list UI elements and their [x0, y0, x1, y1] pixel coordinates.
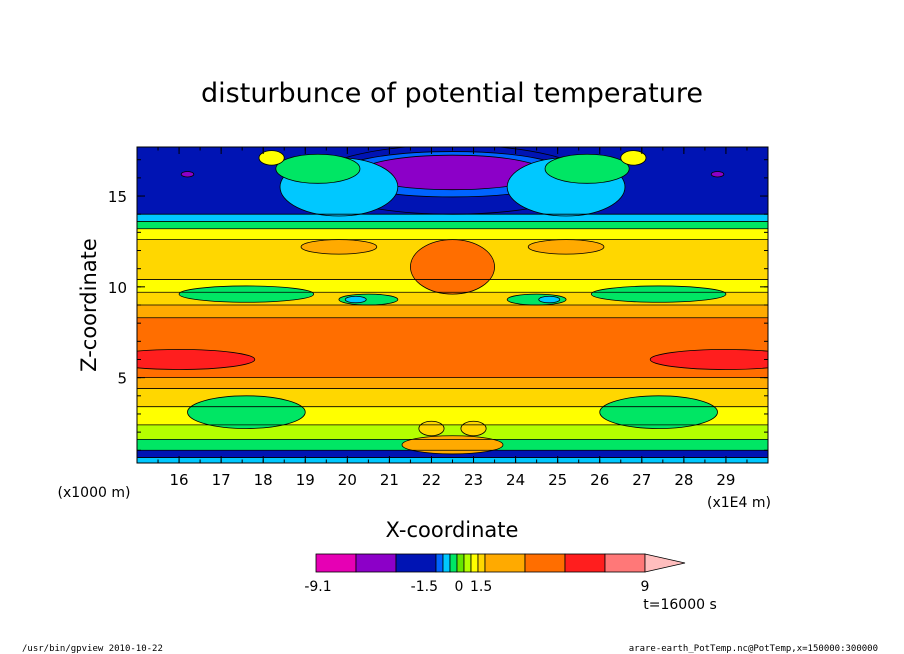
band-13: [137, 221, 768, 229]
colorbar-tick-label: -9.1: [304, 579, 331, 595]
x-tick-label: 24: [506, 471, 525, 489]
band-12: [137, 228, 768, 240]
contour-feature-16: [590, 285, 727, 303]
x-tick-label: 18: [254, 471, 273, 489]
time-label: t=16000 s: [643, 597, 717, 613]
contour-feature-11: [710, 171, 725, 178]
contour-feature-27: [460, 420, 487, 437]
contour-lines: [137, 213, 768, 463]
x-tick-label: 23: [464, 471, 483, 489]
contour-feature-14: [527, 239, 605, 255]
x-axis-ticks: 16 17 18 19 20 21 22 23 24 25 26 27 28 29: [136, 147, 769, 489]
colorbar-swatch-8: [470, 553, 479, 573]
x-tick-label: 20: [338, 471, 357, 489]
band-3: [137, 424, 768, 440]
contour-feature-24: [599, 395, 718, 429]
contour-feature-9: [620, 150, 647, 166]
colorbar-swatch-13: [604, 553, 646, 573]
colorbar-tick-label: 9: [641, 579, 650, 595]
colorbar-swatch-11: [524, 553, 566, 573]
footer-left: /usr/bin/gpview 2010-10-22: [22, 644, 163, 654]
colorbar-arrow: [644, 553, 686, 573]
colorbar-swatch-7: [463, 553, 472, 573]
y-tick-label: 10: [108, 279, 127, 297]
colorbar-swatch-6: [456, 553, 465, 573]
x-tick-label: 26: [590, 471, 609, 489]
x-tick-label: 27: [632, 471, 651, 489]
y-axis-label: Z-coordinate: [77, 238, 101, 372]
x-axis-label: X-coordinate: [386, 518, 519, 542]
contour-feature-13: [300, 239, 378, 255]
y-axis-ticks: 5 10 15: [108, 159, 768, 451]
colorbar-swatch-2: [395, 553, 437, 573]
contour-feature-7: [544, 153, 630, 184]
contour-feature-10: [180, 171, 195, 178]
band-5: [137, 388, 768, 407]
x-tick-label: 29: [716, 471, 735, 489]
x-tick-label: 19: [296, 471, 315, 489]
y-tick-label: 5: [117, 370, 127, 388]
x-tick-label: 16: [170, 471, 189, 489]
band-14: [137, 214, 768, 222]
contour-feature-21: [137, 349, 256, 370]
y-tick-label: 15: [108, 188, 127, 206]
colorbar-tick-label: 1.5: [470, 579, 492, 595]
colorbar-swatch-10: [484, 553, 526, 573]
contour-feature-12: [410, 239, 495, 295]
y-unit-label: (x1000 m): [58, 485, 131, 501]
contour-feature-20: [538, 295, 561, 304]
x-tick-label: 17: [212, 471, 231, 489]
colorbar-swatch-1: [355, 553, 397, 573]
x-tick-label: 21: [380, 471, 399, 489]
band-6: [137, 377, 768, 389]
colorbar-swatch-12: [564, 553, 606, 573]
plot-area: [137, 147, 768, 463]
colorbar-swatch-0: [315, 553, 357, 573]
colorbar: -9.1 -1.5 0 1.5 9: [304, 553, 686, 595]
colorbar-tick-label: -1.5: [411, 579, 438, 595]
x-tick-label: 28: [674, 471, 693, 489]
contour-feature-19: [344, 295, 367, 304]
contour-feature-26: [418, 420, 445, 437]
contour-feature-23: [187, 395, 306, 429]
contour-feature-15: [178, 285, 315, 303]
x-tick-label: 25: [548, 471, 567, 489]
contour-feature-22: [649, 349, 768, 370]
colorbar-tick-label: 0: [455, 579, 464, 595]
colorbar-swatch-4: [442, 553, 451, 573]
contour-feature-8: [258, 150, 285, 166]
footer-right: arare-earth_PotTemp.nc@PotTemp,x=150000:…: [629, 644, 878, 654]
x-tick-label: 22: [422, 471, 441, 489]
colorbar-swatch-5: [449, 553, 458, 573]
band-8: [137, 305, 768, 318]
chart-title: disturbunce of potential temperature: [201, 78, 703, 109]
colorbar-swatch-3: [435, 553, 444, 573]
band-7: [137, 317, 768, 378]
colorbar-swatch-9: [477, 553, 486, 573]
contour-feature-6: [275, 153, 361, 184]
x-unit-label: (x1E4 m): [707, 495, 771, 511]
contour-feature-25: [401, 435, 504, 455]
